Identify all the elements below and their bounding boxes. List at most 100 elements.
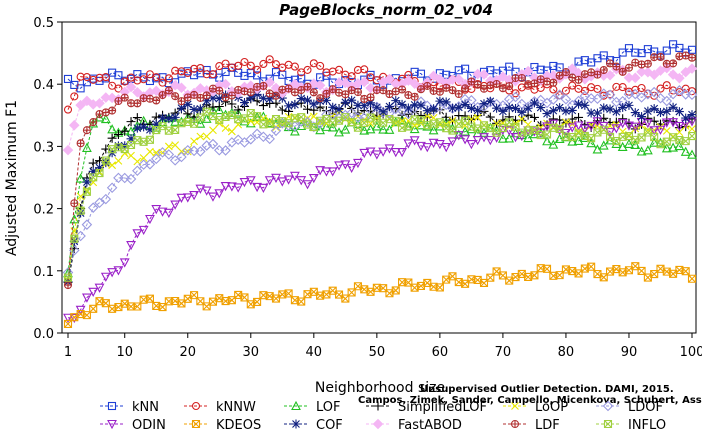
data-point <box>347 72 356 81</box>
data-point <box>76 72 85 81</box>
chart-title: PageBlocks_norm_02_v04 <box>279 1 493 19</box>
data-point <box>303 104 313 114</box>
data-point <box>221 59 230 68</box>
data-point <box>453 73 465 85</box>
data-point <box>202 132 211 141</box>
data-point <box>258 131 269 143</box>
data-point <box>171 66 180 75</box>
data-point <box>245 176 256 186</box>
data-point <box>542 130 552 139</box>
data-point <box>410 100 420 110</box>
data-point <box>604 69 616 81</box>
data-point <box>674 140 685 151</box>
data-point <box>435 96 445 106</box>
data-point <box>113 266 124 276</box>
watermark-line-1: Unsupervised Outlier Detection. DAMI, 20… <box>420 384 674 395</box>
data-point <box>555 124 564 133</box>
data-point <box>624 138 634 148</box>
data-point <box>202 70 211 79</box>
legend-item-odin: ODIN <box>100 418 166 433</box>
data-point <box>574 112 584 122</box>
data-point <box>127 151 135 160</box>
data-point <box>221 124 230 132</box>
data-point <box>232 134 244 146</box>
data-point <box>221 67 230 77</box>
data-point <box>491 133 502 143</box>
legend-label: COF <box>316 418 343 433</box>
data-point <box>327 167 338 177</box>
data-point <box>667 88 679 100</box>
data-point <box>492 79 501 89</box>
data-point <box>158 90 167 100</box>
data-point <box>567 123 578 133</box>
data-point <box>176 103 186 113</box>
data-point <box>253 65 262 74</box>
data-point <box>434 74 446 85</box>
data-point <box>208 93 218 103</box>
data-point <box>220 78 231 90</box>
data-point <box>523 103 533 113</box>
data-point <box>169 79 181 91</box>
data-point <box>328 85 337 94</box>
data-point <box>580 56 589 65</box>
data-point <box>612 82 621 91</box>
data-point <box>177 97 186 106</box>
legend-marker <box>372 418 384 430</box>
data-point <box>278 85 287 94</box>
data-point <box>316 61 325 70</box>
data-point <box>233 183 244 193</box>
data-point <box>158 73 167 82</box>
data-point <box>549 78 558 87</box>
data-point <box>668 102 678 112</box>
data-point <box>586 108 596 118</box>
data-point <box>416 141 426 152</box>
data-point <box>220 145 231 156</box>
data-point <box>296 94 306 104</box>
data-point <box>467 77 476 86</box>
data-point <box>643 59 652 68</box>
data-point <box>675 43 684 52</box>
data-point <box>89 118 98 127</box>
legend-item-ldf: LDF <box>503 418 560 433</box>
data-point <box>157 207 168 217</box>
data-point <box>409 136 420 146</box>
data-point <box>220 182 231 192</box>
data-point <box>152 73 161 82</box>
data-point <box>245 134 257 145</box>
data-point <box>649 104 659 114</box>
data-point <box>612 62 621 71</box>
data-point <box>132 113 142 123</box>
data-point <box>542 136 552 146</box>
data-point <box>132 229 143 239</box>
data-point <box>530 271 539 280</box>
data-point <box>101 156 110 165</box>
data-point <box>681 267 690 276</box>
data-point <box>82 177 92 187</box>
data-point <box>189 113 199 123</box>
data-point <box>133 99 142 108</box>
data-point <box>504 133 515 143</box>
data-point <box>478 69 490 80</box>
data-point <box>176 82 187 94</box>
data-point <box>308 174 319 184</box>
legend-item-cof: COF <box>284 418 343 433</box>
data-point <box>454 102 464 112</box>
data-point <box>461 84 470 93</box>
legend-marker <box>603 419 613 429</box>
data-point <box>605 128 615 138</box>
data-point <box>183 93 192 102</box>
data-point <box>290 88 299 97</box>
data-point <box>416 100 426 110</box>
data-point <box>240 71 249 80</box>
data-point <box>108 106 117 115</box>
data-point <box>246 88 255 97</box>
data-point <box>158 78 167 87</box>
data-point <box>88 118 99 128</box>
data-point <box>560 93 572 105</box>
data-point <box>233 105 243 115</box>
legend-item-inflo: INFLO <box>596 418 666 433</box>
data-point <box>656 84 665 93</box>
data-point <box>416 85 426 94</box>
legend-label: kNN <box>132 400 159 415</box>
data-point <box>144 159 156 170</box>
